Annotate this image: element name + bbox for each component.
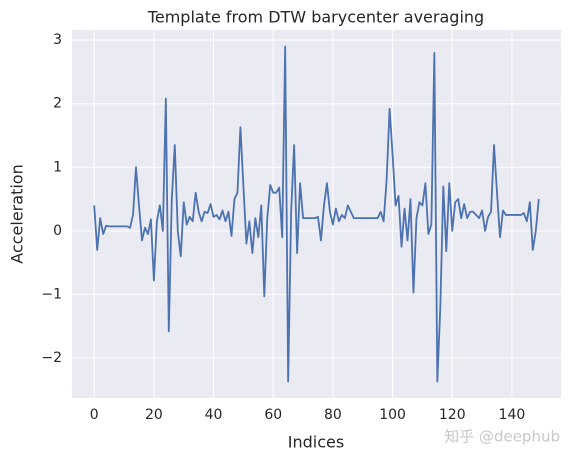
y-tick-label: 2: [53, 96, 62, 112]
x-tick-label: 120: [439, 407, 466, 423]
x-tick-label: 20: [145, 407, 163, 423]
watermark: 知乎 @deephub: [444, 428, 560, 446]
x-tick-label: 0: [90, 407, 99, 423]
x-axis-label: Indices: [288, 433, 344, 452]
y-tick-label: 0: [53, 223, 62, 239]
x-tick-label: 100: [379, 407, 406, 423]
chart-title: Template from DTW barycenter averaging: [147, 8, 484, 27]
y-tick-label: −2: [41, 350, 62, 366]
x-tick-label: 140: [499, 407, 526, 423]
x-tick-label: 80: [324, 407, 342, 423]
x-tick-label: 40: [205, 407, 223, 423]
y-axis-label: Acceleration: [8, 164, 27, 263]
line: [93, 45, 540, 383]
y-tick-label: 3: [53, 32, 62, 48]
x-tick-label: 60: [264, 407, 282, 423]
y-tick-label: 1: [53, 159, 62, 175]
y-tick-label: −1: [41, 286, 62, 302]
plot-area: [72, 30, 561, 398]
